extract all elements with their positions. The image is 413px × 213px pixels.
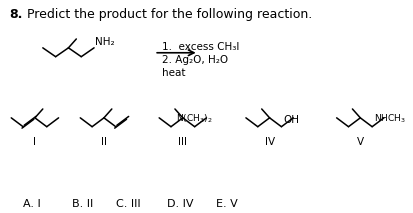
Text: C. III: C. III <box>116 199 140 209</box>
Text: III: III <box>178 137 187 147</box>
Text: D. IV: D. IV <box>166 199 193 209</box>
Text: V: V <box>356 137 363 147</box>
Text: NH₂: NH₂ <box>95 37 114 47</box>
Text: 8.: 8. <box>9 8 23 21</box>
Text: 1.  excess CH₃I: 1. excess CH₃I <box>162 42 239 52</box>
Text: IV: IV <box>264 137 274 147</box>
Text: N(CH$_3$)$_2$: N(CH$_3$)$_2$ <box>176 112 212 125</box>
Text: NHCH$_3$: NHCH$_3$ <box>373 112 405 125</box>
Text: E. V: E. V <box>216 199 237 209</box>
Text: Predict the product for the following reaction.: Predict the product for the following re… <box>19 8 312 21</box>
Text: B. II: B. II <box>72 199 93 209</box>
Text: I: I <box>33 137 36 147</box>
Text: II: II <box>101 137 107 147</box>
Text: 2. Ag₂O, H₂O: 2. Ag₂O, H₂O <box>162 55 228 65</box>
Text: A. I: A. I <box>23 199 41 209</box>
Text: OH: OH <box>283 115 299 125</box>
Text: heat: heat <box>162 68 185 78</box>
